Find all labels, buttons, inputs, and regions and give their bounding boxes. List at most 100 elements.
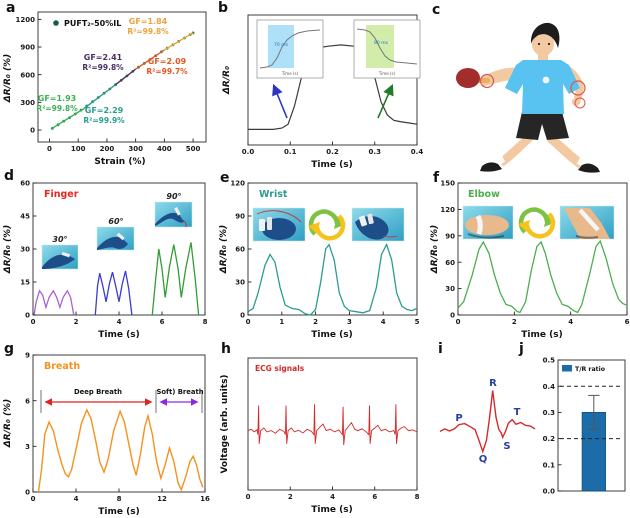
gf-annotation: GF=2.09 <box>148 57 187 66</box>
x-tick-label: 4 <box>117 318 122 326</box>
x-tick-label: 4 <box>74 495 79 503</box>
pqrst-trace <box>439 390 536 454</box>
finger-photo-90deg <box>154 201 193 228</box>
panel-b-chart: 70 ms Time (s) 80 ms Time (s) 0.0 0.1 0.2 0… <box>222 14 424 170</box>
y-tick-label: 30 <box>445 285 455 293</box>
x-tick-label: 6 <box>625 318 630 326</box>
plot-frame <box>457 182 628 316</box>
y-tick-label: 6 <box>25 397 30 405</box>
elbow-sensor-ring-icon <box>570 80 586 96</box>
angle-label-60: 60° <box>108 217 123 226</box>
wrist-photo-straight <box>252 207 306 242</box>
deep-breath-label: Deep Breath <box>74 388 122 396</box>
y-tick-label: 0 <box>240 312 245 320</box>
y-axis-label: ΔR/R₀ <box>222 66 232 95</box>
panel-title: Wrist <box>259 189 288 200</box>
y-tick-label: 0.1 <box>543 461 556 469</box>
y-tick-label: 0.3 <box>543 409 556 417</box>
inset-rise-time: 70 ms Time (s) <box>256 19 324 79</box>
legend-label: T/R ratio <box>575 366 605 373</box>
y-tick-label: 0.0 <box>543 488 556 496</box>
x-tick-label: 4 <box>381 318 386 326</box>
y-tick-label: 120 <box>440 206 455 214</box>
gf-annotation: GF=2.41 <box>84 53 123 62</box>
wrist-sensor-ring-icon <box>479 73 495 89</box>
panel-i-waveform: P Q R S T <box>439 378 536 465</box>
y-tick-label: 600 <box>20 71 35 79</box>
finger-photo-30deg <box>41 244 79 270</box>
x-axis-label: Strain (%) <box>94 157 145 167</box>
y-tick-label: 9 <box>25 352 30 360</box>
response-curve <box>248 44 418 130</box>
panel-label-e: e <box>220 170 230 186</box>
y-axis-ticks: 0 30 60 90 120 150 <box>440 180 462 320</box>
x-tick-label: 6 <box>160 318 165 326</box>
x-tick-label: 0 <box>246 318 251 326</box>
x-tick-label: 5 <box>415 318 420 326</box>
y-tick-label: 0.2 <box>543 435 556 443</box>
y-tick-label: 30 <box>235 279 245 287</box>
y-axis-label: ΔR/R₀ (%) <box>3 225 13 274</box>
inset-x-label: Time (s) <box>281 71 299 76</box>
elbow-photo-bent <box>559 205 615 240</box>
x-axis-ticks: 0 1 2 3 4 5 <box>246 311 420 326</box>
x-tick-label: 0.4 <box>411 148 424 156</box>
y-axis-ticks: 0 300 600 900 1200 <box>16 16 42 135</box>
finger-90-curve <box>151 242 200 316</box>
x-tick-label: 400 <box>157 145 172 153</box>
x-tick-label: 8 <box>415 493 420 501</box>
finger-60-curve <box>94 270 133 316</box>
rise-arrow-icon <box>272 83 288 119</box>
panel-e-chart: Wrist 0 1 2 3 4 5 0 30 60 90 120 Time (s) ΔR/R₀ (… <box>219 180 420 340</box>
elbow-curve <box>457 239 628 314</box>
y-tick-label: 15 <box>20 279 30 287</box>
y-tick-label: 60 <box>235 246 245 254</box>
panel-label-h: h <box>221 341 231 357</box>
inset-fall-time: 80 ms Time (s) <box>353 19 421 79</box>
x-tick-label: 12 <box>157 495 167 503</box>
x-axis-label: Time (s) <box>311 330 352 340</box>
x-axis-ticks: 0 100 200 300 400 500 <box>47 138 201 153</box>
y-tick-label: 30 <box>20 246 30 254</box>
panel-label-i: i <box>438 341 443 357</box>
x-tick-label: 1 <box>279 318 284 326</box>
plot-frame <box>247 357 418 491</box>
gf-annotation: GF=1.84 <box>129 17 168 26</box>
y-tick-label: 45 <box>20 213 30 221</box>
y-tick-label: 150 <box>440 180 455 188</box>
x-tick-label: 6 <box>372 493 377 501</box>
y-axis-ticks: 0 15 30 45 60 <box>20 180 37 320</box>
x-tick-label: 2 <box>288 493 293 501</box>
y-tick-label: 60 <box>445 259 455 267</box>
gf-annotation: GF=2.29 <box>85 106 124 115</box>
fit-line-2 <box>83 84 116 110</box>
plot-frame <box>37 11 207 143</box>
panel-label-g: g <box>4 341 15 357</box>
panel-title: Elbow <box>468 189 500 200</box>
panel-g-chart: Breath Deep Breath Soft) Breath 0 4 8 12 16 … <box>3 352 210 517</box>
fit-line-1 <box>50 108 85 130</box>
angle-label-90: 90° <box>166 192 181 201</box>
y-tick-label: 3 <box>25 443 30 451</box>
y-axis-label: ΔR/R₀ (%) <box>219 225 229 274</box>
panel-title: Breath <box>44 361 80 372</box>
x-axis-ticks: 0 4 8 12 16 <box>31 488 210 503</box>
y-axis-ticks: 0.0 0.1 0.2 0.3 0.4 0.5 <box>543 357 562 496</box>
y-tick-label: 120 <box>230 180 245 188</box>
plot-frame <box>32 354 206 493</box>
x-axis-label: Time (s) <box>98 507 139 517</box>
cycle-arrows-icon <box>518 207 556 239</box>
fit-line-5 <box>164 32 194 51</box>
hand-sensor-ring-icon <box>574 97 586 109</box>
wave-label-r: R <box>489 378 497 389</box>
inset-x-label: Time (s) <box>378 71 396 76</box>
fit-line-3 <box>115 68 137 86</box>
x-tick-label: 16 <box>200 495 210 503</box>
y-tick-label: 300 <box>20 99 35 107</box>
rise-time-label: 70 ms <box>274 42 289 48</box>
legend-swatch-icon <box>562 365 572 372</box>
y-tick-label: 0 <box>25 489 30 497</box>
y-tick-label: 90 <box>445 232 455 240</box>
y-tick-label: 0.4 <box>543 383 556 391</box>
x-tick-label: 100 <box>71 145 86 153</box>
